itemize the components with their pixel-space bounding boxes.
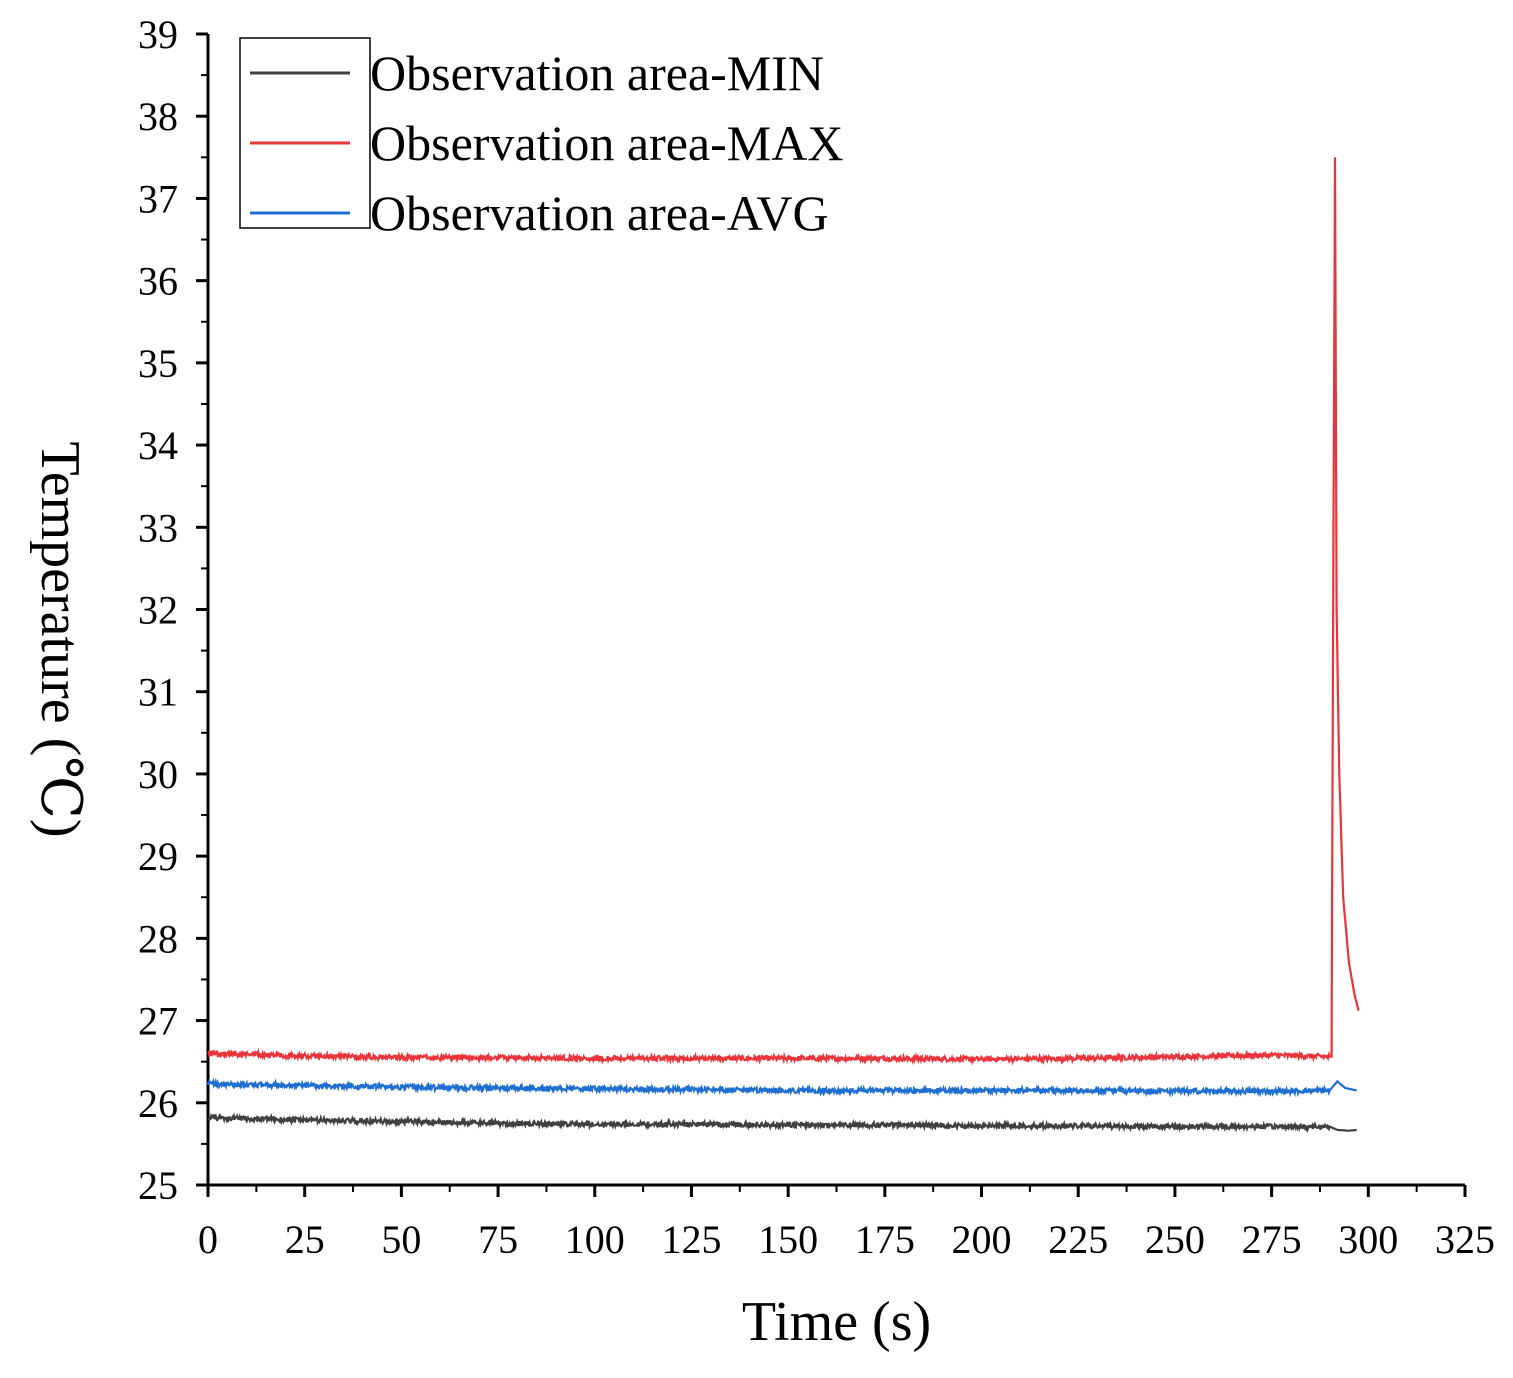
x-tick-label: 75 (478, 1217, 518, 1262)
x-tick-label: 175 (855, 1217, 915, 1262)
y-tick-label: 32 (138, 588, 178, 633)
legend-label-2: Observation area-MAX (370, 115, 843, 171)
x-tick-label: 150 (758, 1217, 818, 1262)
y-tick-label: 37 (138, 176, 178, 221)
y-tick-label: 27 (138, 999, 178, 1044)
y-tick-label: 34 (138, 423, 178, 468)
y-axis-title: Temperature (℃) (29, 441, 91, 837)
legend: Observation area-MIN Observation area-MAX… (239, 37, 843, 241)
y-tick-label: 25 (138, 1163, 178, 1208)
ticks: 25 26 27 28 29 30 31 32 33 34 35 36 37 38 39 0 25 50 75 100… (138, 12, 1495, 1262)
x-tick-label: 325 (1435, 1217, 1495, 1262)
x-tick-label: 250 (1145, 1217, 1205, 1262)
legend-label-1: Observation area-MIN (370, 45, 824, 101)
x-tick-label: 275 (1242, 1217, 1302, 1262)
series-line-3 (206, 1077, 1358, 1098)
y-tick-label: 26 (138, 1081, 178, 1126)
series-line-1 (207, 1112, 1357, 1134)
x-tick-label: 25 (285, 1217, 325, 1262)
x-tick-label: 100 (565, 1217, 625, 1262)
legend-label-3: Observation area-AVG (370, 185, 829, 241)
series-line-2 (207, 157, 1360, 1066)
series-lines (206, 157, 1360, 1134)
y-tick-label: 33 (138, 505, 178, 550)
y-tick-label: 29 (138, 834, 178, 879)
x-axis-title: Time (s) (742, 1291, 931, 1353)
x-tick-label: 200 (952, 1217, 1012, 1262)
y-tick-label: 36 (138, 259, 178, 304)
x-tick-label: 0 (198, 1217, 218, 1262)
y-tick-label: 31 (138, 670, 178, 715)
y-tick-label: 38 (138, 94, 178, 139)
y-tick-label: 39 (138, 12, 178, 57)
x-tick-label: 125 (661, 1217, 721, 1262)
x-tick-label: 300 (1338, 1217, 1398, 1262)
y-tick-label: 28 (138, 916, 178, 961)
y-tick-label: 30 (138, 752, 178, 797)
y-tick-label: 35 (138, 341, 178, 386)
x-tick-label: 225 (1048, 1217, 1108, 1262)
legend-box (239, 37, 371, 229)
x-tick-label: 50 (381, 1217, 421, 1262)
